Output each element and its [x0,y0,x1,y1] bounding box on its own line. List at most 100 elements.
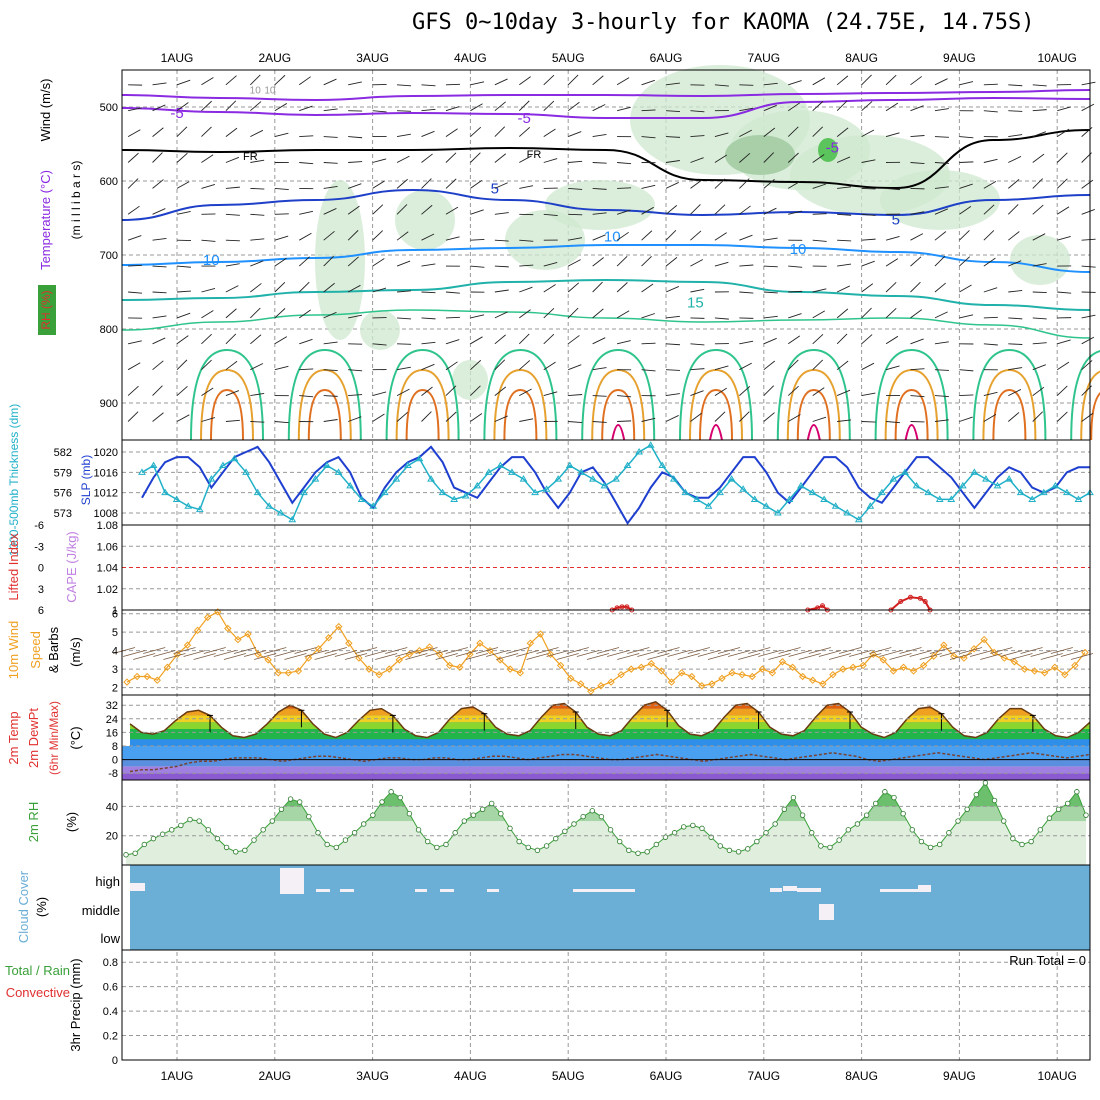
wind-barb [372,391,387,397]
date-label-top: 3AUG [356,51,389,65]
wind-barb [1008,84,1023,87]
tick-label: 1.02 [97,584,118,596]
thickness-marker [473,481,482,489]
wind-barb [445,128,458,137]
wind-barb [641,417,656,422]
rh-marker [900,811,906,817]
wind10m-axis-title-3: & Barbs [46,626,61,673]
wind-barb [176,312,191,319]
wind-barb [470,81,485,86]
wind-barb [959,284,972,293]
surface-barb [798,653,821,660]
run-total: Run Total = 0 [1009,953,1086,968]
surface-barb [808,647,831,654]
wind-barb [519,126,531,137]
temp-band [122,766,1090,774]
surface-barb [415,647,438,654]
wind-barb [592,212,607,215]
diurnal-contour [786,368,841,441]
thickness-marker [450,495,459,502]
wind-barb [885,282,897,293]
temp-band-fill [122,692,1090,702]
surface-barb [223,653,247,660]
rh-marker [379,799,385,805]
wind-barb [885,132,900,138]
wind-barb [201,333,212,345]
wind-barb [787,152,799,163]
rh-marker [1019,841,1025,848]
date-label-bottom: 4AUG [454,1069,487,1083]
date-label-top: 10AUG [1038,51,1077,65]
rh-legend-swatch [38,285,56,335]
tick-label: 800 [100,324,118,336]
wind-marker [647,659,656,668]
wind-marker [143,672,151,681]
thickness-marker [484,468,493,475]
rh-marker [434,844,440,851]
wind-barb [347,230,359,241]
tick-label: 576 [54,488,72,500]
surface-barb [617,653,640,660]
surface-barb [284,653,307,660]
wind-barb [127,205,140,215]
thickness-axis-title: 1000-500mb Thickness (dm) [7,404,21,557]
rh-marker [873,800,879,807]
wind-barb [690,412,702,422]
wind-barb [250,392,265,397]
wind-barb [445,106,460,112]
rh-marker [370,812,376,818]
tick-label: 6 [38,605,44,617]
wind-barb [397,343,412,345]
rh-marker [1055,806,1062,813]
thickness-marker [577,468,586,475]
wind-barb [1008,367,1023,371]
wind-barb [152,291,167,294]
wind-barb [1081,238,1096,241]
wind-barb [127,235,142,241]
dewpoint-line [129,752,1091,773]
wind-barb [323,162,338,164]
thickness-marker [334,468,343,475]
wind-barb [543,213,558,216]
rh-marker [223,844,230,851]
wind-barb [763,179,775,189]
diurnal-contour [581,348,656,441]
wind-barb [494,386,507,396]
thickness-marker [554,475,563,482]
wind-marker [284,669,293,677]
wind-barb [274,281,286,293]
surface-barb [556,653,579,660]
rh-marker [927,844,934,851]
wind-barb [690,390,704,397]
wind-barb [298,309,311,319]
wind-barb [934,255,946,267]
rh-marker [187,816,193,823]
wind-barb [959,369,974,372]
surface-barb [667,650,690,657]
wind-barb [274,365,289,371]
wind-barb [788,210,802,215]
wind-barb [250,74,261,86]
rh-marker [260,827,266,833]
surface-barb [859,653,882,660]
wind-barb [739,178,750,189]
wind-barb [812,310,826,319]
date-label-top: 9AUG [943,51,976,65]
tick-label: 8 [112,741,118,753]
wind-barb [396,231,409,241]
rh-marker [745,846,751,852]
wind-barb [812,288,827,293]
wind-barb [617,187,632,189]
wind-barb [127,411,139,422]
thickness-marker [762,502,771,509]
date-label-bottom: 5AUG [552,1069,585,1083]
wind-barb [788,290,803,293]
tick-label: 0 [38,563,44,575]
wind-barb [885,335,899,345]
wind-barb [421,411,432,422]
rh-shade [545,180,655,230]
wind-barb [763,337,777,345]
surface-barb [596,647,620,654]
rh-marker [361,821,367,827]
wind-barb [1081,208,1095,215]
